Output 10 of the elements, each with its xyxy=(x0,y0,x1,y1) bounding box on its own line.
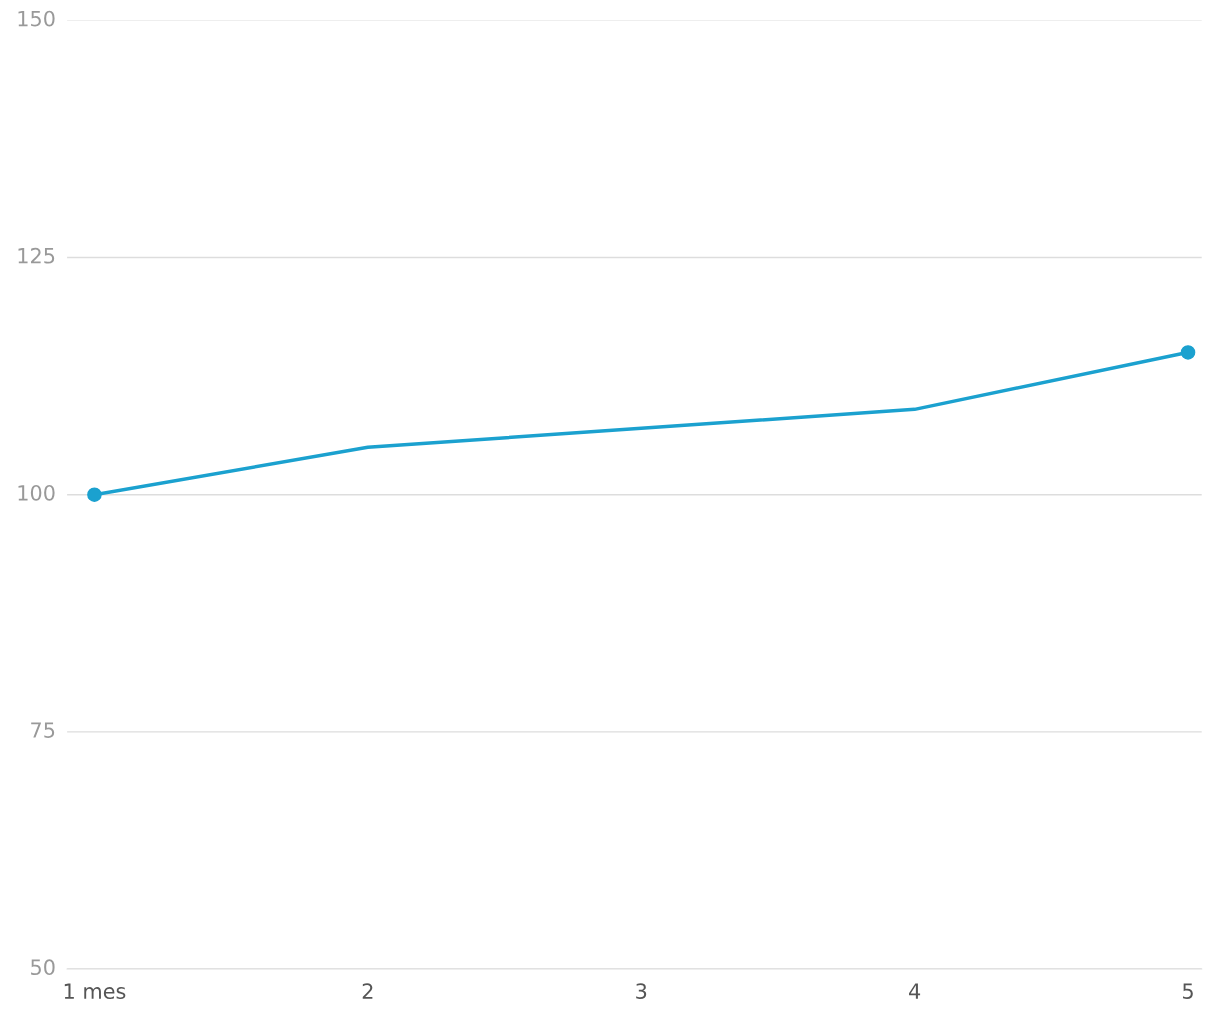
x-tick-label: 5 xyxy=(1183,983,1193,1000)
y-tick-label: 150 xyxy=(18,10,55,27)
y-tick-label: 75 xyxy=(31,722,55,738)
x-tick-label: 1 mes xyxy=(64,983,126,1000)
x-tick-label: 2 xyxy=(362,983,373,999)
x-tick-label: 4 xyxy=(909,983,921,999)
x-tick-label: 3 xyxy=(636,983,647,1000)
y-tick-label: 100 xyxy=(18,484,55,501)
y-tick-label: 125 xyxy=(18,247,55,264)
y-tick-label: 50 xyxy=(31,959,55,976)
